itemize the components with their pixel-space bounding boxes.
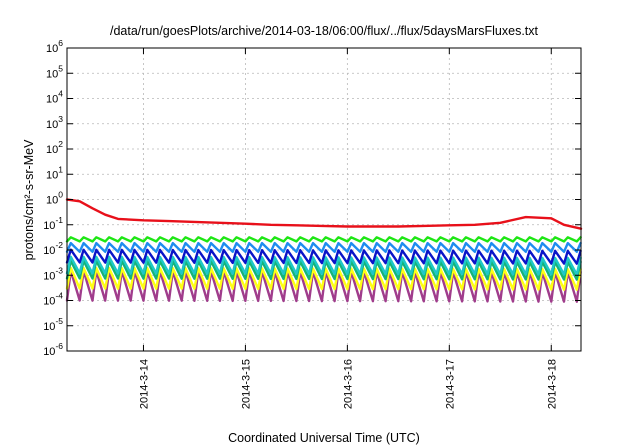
series-line-5 — [65, 255, 582, 276]
x-tick-label: 2014-3-18 — [546, 359, 558, 409]
series-line-7 — [65, 266, 582, 291]
y-tick-label: 105 — [46, 63, 63, 80]
y-tick-label: 10-5 — [43, 316, 63, 333]
y-tick-label: 10-4 — [43, 291, 63, 308]
x-tick-label: 2014-3-14 — [138, 359, 150, 409]
series-line-4 — [65, 248, 582, 265]
grid-lines — [67, 48, 581, 351]
y-tick-label: 101 — [46, 164, 63, 181]
series-line-2 — [65, 236, 582, 243]
x-tick-label: 2014-3-15 — [240, 359, 252, 409]
y-tick-label: 10-6 — [43, 341, 63, 358]
x-axis-label: Coordinated Universal Time (UTC) — [228, 431, 420, 445]
y-tick-label: 102 — [46, 139, 63, 156]
y-tick-label: 103 — [46, 114, 63, 131]
series-line-8 — [65, 269, 582, 303]
y-tick-label: 106 — [46, 38, 63, 55]
x-tick-label: 2014-3-17 — [444, 359, 456, 409]
x-tick-label: 2014-3-16 — [342, 359, 354, 409]
y-tick-label: 100 — [46, 190, 63, 207]
series-layer — [65, 198, 583, 303]
axis-ticks: 10-6 10-5 10-4 10-3 10-2 10-1 100 101 102 103 104 1… — [43, 38, 581, 409]
series-line-1 — [65, 198, 583, 230]
y-tick-label: 10-1 — [43, 215, 63, 232]
chart-title: /data/run/goesPlots/archive/2014-03-18/0… — [110, 24, 539, 38]
y-tick-label: 10-3 — [43, 265, 63, 282]
y-axis-label: protons/cm²-s-sr-MeV — [22, 139, 36, 261]
y-tick-label: 10-2 — [43, 240, 63, 257]
series-line-3 — [65, 241, 582, 253]
y-tick-label: 104 — [46, 89, 63, 106]
